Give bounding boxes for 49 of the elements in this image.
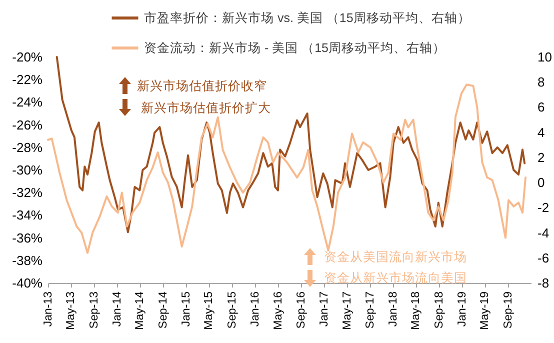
x-tick-label: May-19 (479, 292, 492, 330)
annotation: 资金从新兴市场流向美国 (324, 270, 467, 285)
x-tick-label: Jan-17 (318, 292, 331, 327)
x-tick-label: May-17 (341, 292, 354, 330)
x-tick-label: Sep-19 (502, 292, 514, 329)
annotation: 资金从美国流向新兴市场 (324, 249, 467, 264)
legend-label: 市盈率折价：新兴市场 vs. 美国 （15周移动平均、右轴） (144, 10, 470, 25)
x-tick-label: Sep-14 (157, 290, 170, 329)
y2-tick-label: 4 (538, 124, 545, 140)
x-tick-label: May-18 (410, 292, 422, 330)
line-series (56, 56, 526, 234)
x-tick-label: Jan-16 (249, 292, 262, 327)
y-tick-label: -40% (12, 276, 43, 290)
x-tick-label: Jan-19 (456, 292, 469, 327)
y-tick-label: -28% (12, 140, 43, 155)
y2-tick-label: -2 (538, 200, 550, 216)
x-tick-label: May-13 (65, 292, 78, 330)
x-tick-label: Jan-14 (111, 290, 124, 327)
x-tick-label: May-14 (134, 290, 146, 330)
x-tick-label: Jan-13 (42, 292, 54, 327)
y2-tick-label: 0 (538, 175, 545, 190)
x-tick-label: Sep-15 (226, 292, 238, 329)
y2-tick-label: -4 (538, 225, 550, 240)
x-tick-label: Sep-13 (88, 292, 100, 329)
y-tick-label: -38% (12, 252, 43, 268)
y-tick-label: -26% (12, 117, 43, 132)
y2-tick-label: 10 (538, 50, 552, 64)
y2-tick-label: 2 (538, 150, 545, 165)
x-tick-label: Sep-17 (364, 292, 376, 329)
x-tick-label: Jan-18 (388, 292, 400, 327)
legend-label: 资金流动：新兴市场 - 美国 （15周移动平均、右轴） (144, 40, 446, 55)
y2-tick-label: 8 (538, 74, 545, 90)
x-tick-label: Jan-15 (180, 292, 192, 327)
x-tick-label: Sep-18 (433, 292, 446, 329)
y2-tick-label: -6 (538, 250, 550, 266)
y2-tick-label: -8 (538, 276, 550, 290)
y-tick-label: -24% (12, 94, 43, 110)
y-tick-label: -36% (12, 230, 43, 246)
y-tick-label: -22% (12, 72, 43, 88)
y-tick-label: -20% (12, 50, 43, 64)
y-tick-label: -34% (12, 208, 43, 223)
annotation: 新兴市场估值折价扩大 (141, 101, 271, 115)
annotation: 新兴市场估值折价收窄 (137, 79, 267, 93)
y2-tick-label: 6 (538, 100, 545, 115)
y-tick-label: -32% (12, 185, 43, 200)
x-tick-label: Sep-16 (296, 292, 308, 329)
y-tick-label: -30% (12, 162, 43, 178)
x-tick-label: May-15 (203, 292, 216, 330)
x-tick-label: May-16 (272, 292, 284, 330)
